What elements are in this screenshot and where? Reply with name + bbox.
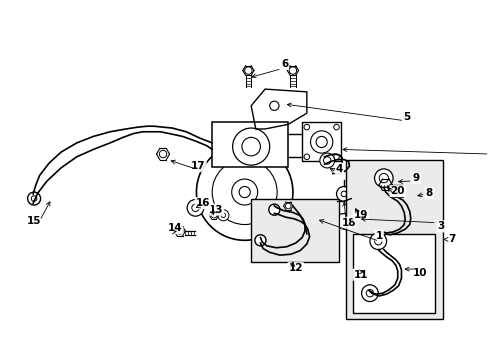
Text: 18: 18 <box>341 218 355 228</box>
Circle shape <box>254 235 265 246</box>
Circle shape <box>176 228 183 234</box>
Circle shape <box>329 217 339 226</box>
Circle shape <box>315 136 326 148</box>
Text: 9: 9 <box>412 173 419 183</box>
Circle shape <box>381 181 388 188</box>
Circle shape <box>159 150 166 158</box>
Text: 5: 5 <box>403 112 410 122</box>
Circle shape <box>31 196 37 201</box>
Circle shape <box>319 153 334 168</box>
Circle shape <box>268 204 279 215</box>
Text: 10: 10 <box>412 268 427 278</box>
Circle shape <box>323 157 330 164</box>
Circle shape <box>348 214 357 224</box>
Text: 14: 14 <box>167 223 182 233</box>
Text: 11: 11 <box>353 270 367 280</box>
Circle shape <box>333 124 339 130</box>
Text: 17: 17 <box>191 161 205 171</box>
Circle shape <box>304 154 309 159</box>
Text: 4: 4 <box>335 164 342 174</box>
Circle shape <box>239 186 250 198</box>
Circle shape <box>232 128 269 165</box>
Text: 6: 6 <box>281 59 287 69</box>
Circle shape <box>366 289 373 297</box>
Circle shape <box>187 199 203 216</box>
Circle shape <box>341 191 346 197</box>
Circle shape <box>221 213 225 217</box>
Circle shape <box>212 159 277 225</box>
Text: 12: 12 <box>288 263 303 273</box>
Circle shape <box>242 137 260 156</box>
Text: 20: 20 <box>390 186 404 196</box>
Circle shape <box>244 67 252 74</box>
Ellipse shape <box>407 193 419 200</box>
Circle shape <box>361 285 378 302</box>
Circle shape <box>369 233 386 249</box>
Text: 3: 3 <box>437 221 444 231</box>
Text: 7: 7 <box>447 234 454 244</box>
Bar <box>352 234 434 312</box>
Bar <box>302 122 341 161</box>
Circle shape <box>231 179 257 205</box>
Circle shape <box>374 169 392 188</box>
Text: 19: 19 <box>353 210 367 220</box>
Circle shape <box>336 186 351 201</box>
Circle shape <box>285 203 290 209</box>
Text: 1: 1 <box>375 231 382 241</box>
Text: 13: 13 <box>208 205 223 215</box>
Circle shape <box>27 192 41 205</box>
Circle shape <box>191 204 199 212</box>
Circle shape <box>217 210 228 221</box>
Circle shape <box>196 144 292 240</box>
Circle shape <box>304 124 309 130</box>
Ellipse shape <box>403 191 423 202</box>
Circle shape <box>211 212 216 218</box>
Text: 15: 15 <box>27 216 41 226</box>
Bar <box>345 159 442 319</box>
Circle shape <box>378 174 387 183</box>
Circle shape <box>347 201 362 215</box>
Circle shape <box>288 67 296 74</box>
Text: 8: 8 <box>425 188 432 198</box>
Bar <box>212 122 288 167</box>
Text: 16: 16 <box>195 198 210 208</box>
Circle shape <box>269 101 279 111</box>
Bar <box>251 199 339 262</box>
Circle shape <box>351 204 358 212</box>
Circle shape <box>374 238 381 245</box>
Circle shape <box>333 154 339 159</box>
Circle shape <box>310 131 332 153</box>
